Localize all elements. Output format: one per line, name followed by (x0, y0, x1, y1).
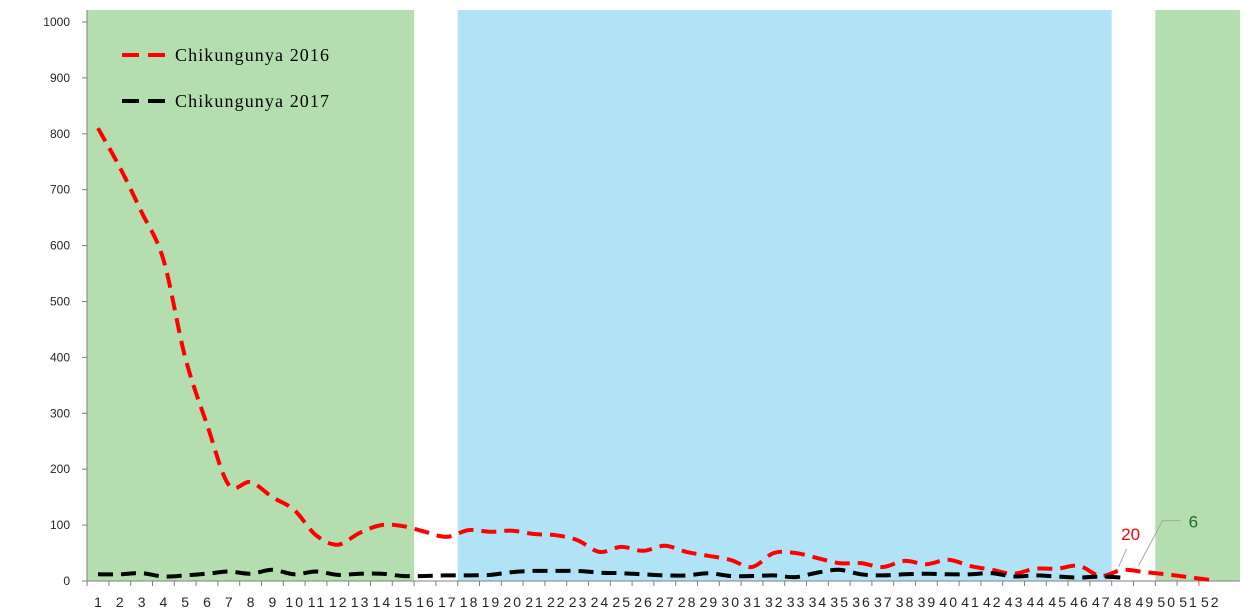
x-tick-label: 28 (678, 594, 698, 610)
x-tick-label: 5 (181, 594, 191, 610)
data-label-text: 20 (1121, 525, 1140, 544)
x-tick-label: 1 (94, 594, 104, 610)
x-tick-label: 29 (700, 594, 720, 610)
x-tick-label: 3 (138, 594, 148, 610)
y-tick-label: 900 (50, 71, 70, 85)
x-tick-label: 34 (809, 594, 829, 610)
x-tick-label: 27 (656, 594, 676, 610)
x-tick-label: 39 (918, 594, 938, 610)
x-tick-label: 32 (765, 594, 785, 610)
x-tick-label: 22 (547, 594, 567, 610)
x-tick-label: 40 (939, 594, 959, 610)
x-tick-label: 19 (482, 594, 502, 610)
legend-item-chikungunya-2016: Chikungunya 2016 (122, 45, 330, 65)
x-tick-label: 9 (269, 594, 279, 610)
data-label-leader-line (1138, 520, 1181, 566)
y-tick-label: 400 (50, 350, 70, 364)
x-tick-label: 45 (1048, 594, 1068, 610)
x-tick-label: 2 (116, 594, 126, 610)
series-line-chikungunya-2016 (96, 127, 1211, 582)
background-bands (87, 10, 1240, 581)
x-tick-label: 21 (525, 594, 545, 610)
legend-label: Chikungunya 2017 (175, 91, 330, 111)
y-tick-label: 300 (50, 406, 70, 420)
legend: Chikungunya 2016 Chikungunya 2017 (122, 45, 330, 111)
y-tick-label: 200 (50, 462, 70, 476)
x-tick-label: 49 (1136, 594, 1156, 610)
x-tick-label: 15 (394, 594, 414, 610)
x-tick-label: 10 (285, 594, 305, 610)
background-band-3 (1155, 10, 1240, 581)
x-tick-label: 37 (874, 594, 894, 610)
x-tick-label: 44 (1027, 594, 1047, 610)
x-tick-label: 48 (1114, 594, 1134, 610)
x-tick-label: 23 (569, 594, 589, 610)
x-tick-label: 18 (460, 594, 480, 610)
x-tick-label: 25 (612, 594, 632, 610)
y-tick-label: 0 (63, 574, 70, 588)
x-tick-label: 11 (308, 594, 327, 610)
series-lines (96, 127, 1211, 582)
x-tick-label: 52 (1201, 594, 1221, 610)
x-tick-label: 42 (983, 594, 1003, 610)
background-band-1 (87, 10, 415, 581)
y-tick-label: 500 (50, 295, 70, 309)
x-tick-label: 31 (743, 594, 763, 610)
x-tick-label: 14 (373, 594, 393, 610)
x-tick-label: 46 (1070, 594, 1090, 610)
data-label-text: 6 (1189, 513, 1198, 532)
series-line-chikungunya-2017 (97, 567, 1123, 580)
y-tick-label: 700 (50, 183, 70, 197)
y-tick-label: 600 (50, 239, 70, 253)
x-tick-label: 35 (830, 594, 850, 610)
x-tick-label: 36 (852, 594, 872, 610)
legend-label: Chikungunya 2016 (175, 45, 330, 65)
data-label-chikungunya-2016: 20 (1118, 525, 1140, 568)
x-tick-label: 24 (591, 594, 611, 610)
x-tick-label: 51 (1179, 594, 1199, 610)
x-tick-label: 8 (247, 594, 257, 610)
y-tick-label: 1000 (43, 15, 70, 29)
x-tick-label: 12 (329, 594, 349, 610)
legend-item-chikungunya-2017: Chikungunya 2017 (122, 91, 330, 111)
x-tick-label: 26 (634, 594, 654, 610)
x-tick-label: 33 (787, 594, 807, 610)
background-band-2 (457, 10, 1112, 581)
y-tick-label: 100 (50, 518, 70, 532)
x-tick-label: 13 (351, 594, 371, 610)
data-label-chikungunya-2017: 6 (1138, 513, 1198, 566)
x-tick-label: 7 (225, 594, 235, 610)
x-tick-label: 38 (896, 594, 916, 610)
x-tick-label: 30 (721, 594, 741, 610)
x-tick-label: 6 (203, 594, 213, 610)
data-labels: 20 6 (1118, 513, 1198, 568)
x-tick-label: 43 (1005, 594, 1025, 610)
y-tick-label: 800 (50, 127, 70, 141)
x-tick-label: 47 (1092, 594, 1112, 610)
x-tick-label: 4 (160, 594, 170, 610)
data-label-leader-line (1118, 548, 1128, 568)
x-tick-label: 20 (503, 594, 523, 610)
x-tick-label: 50 (1157, 594, 1177, 610)
x-tick-label: 16 (416, 594, 436, 610)
x-tick-label: 17 (438, 594, 458, 610)
x-tick-label: 41 (961, 594, 981, 610)
